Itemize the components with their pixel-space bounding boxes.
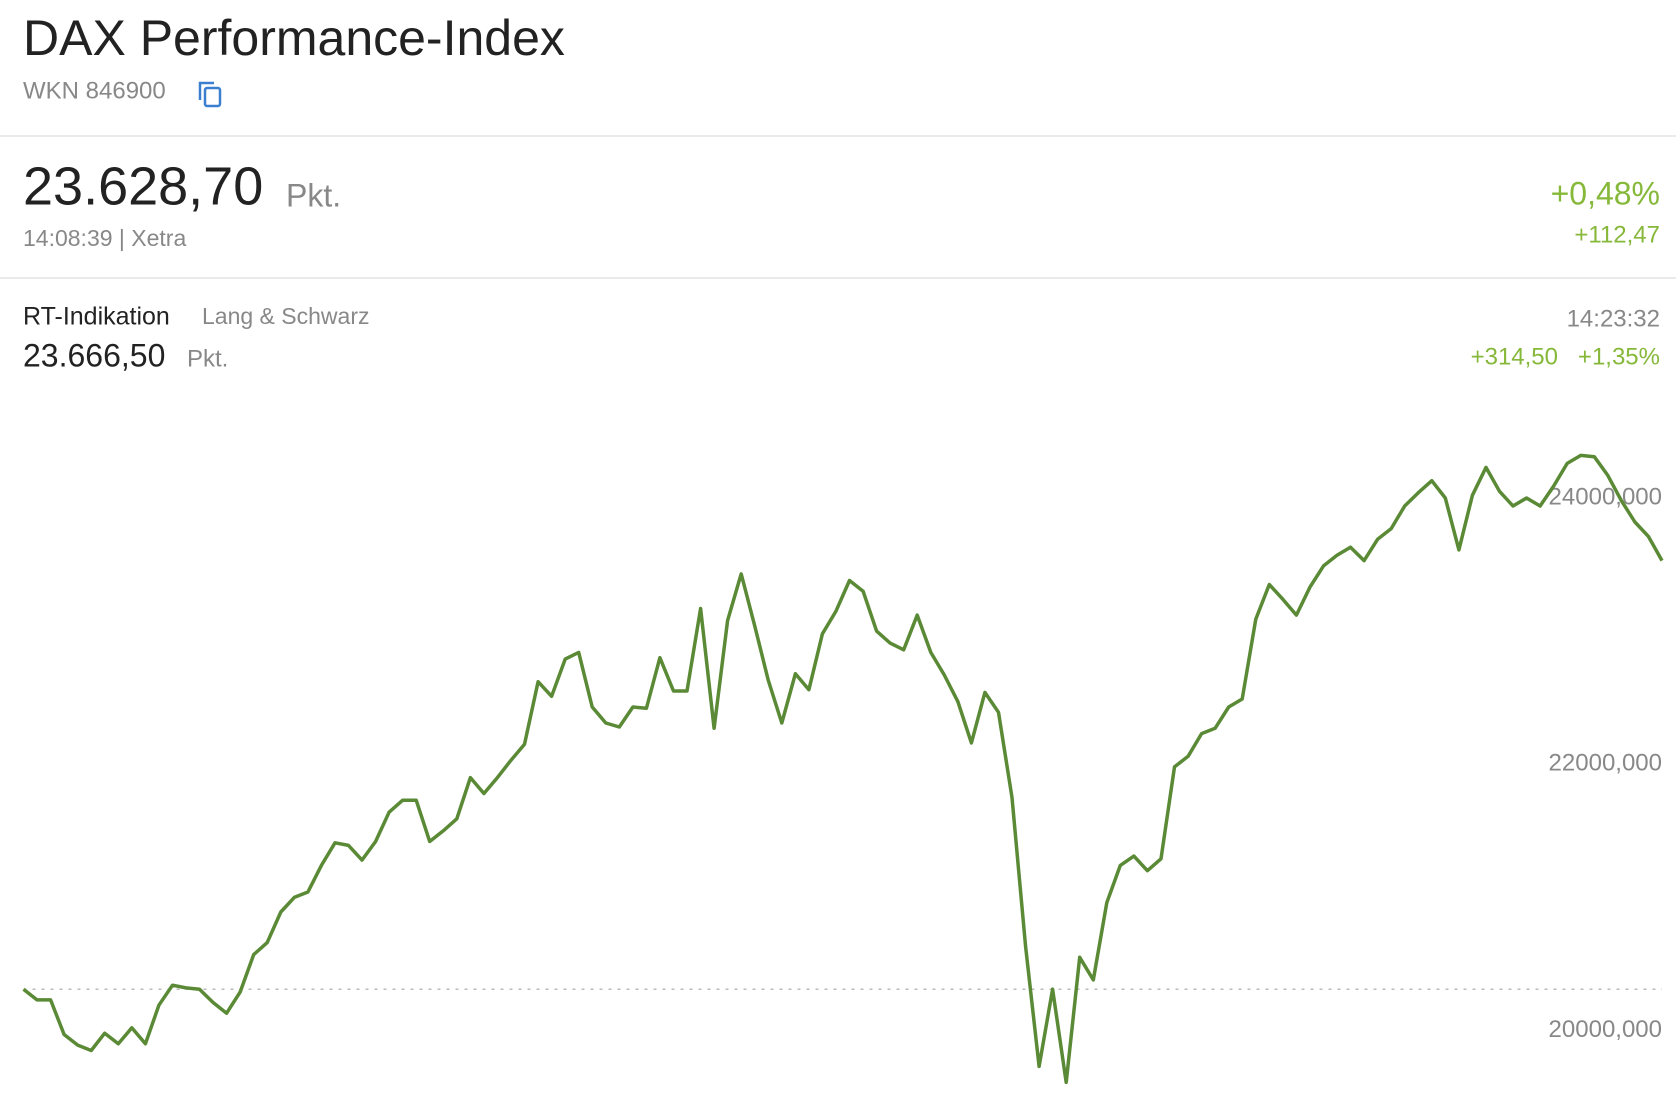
change-abs: +112,47: [1574, 221, 1660, 248]
rt-unit: Pkt.: [187, 345, 228, 372]
chart: 20000,000 22000,000 24000,000: [22, 453, 1664, 1085]
copy-icon[interactable]: [198, 81, 222, 108]
y-tick-label: 24000,000: [1549, 483, 1662, 510]
y-tick-label: 20000,000: [1549, 1016, 1662, 1043]
copy-icon-back: [198, 81, 214, 100]
change-pct: +0,48%: [1551, 175, 1660, 211]
rt-change-pct: +1,35%: [1578, 343, 1660, 370]
rt-source: Lang & Schwarz: [202, 303, 369, 329]
y-tick-label: 22000,000: [1549, 750, 1662, 777]
rt-label: RT-Indikation: [23, 303, 170, 331]
price-line: [22, 453, 1664, 1085]
time-exchange: 14:08:39 | Xetra: [23, 225, 186, 251]
title: DAX Performance-Index: [23, 10, 565, 66]
copy-icon-front: [203, 86, 222, 108]
rt-change-abs: +314,50: [1471, 343, 1558, 370]
price-unit: Pkt.: [286, 177, 341, 213]
rt-time: 14:23:32: [1567, 305, 1660, 332]
wkn: WKN 846900: [23, 77, 166, 104]
rt-price: 23.666,50: [23, 337, 165, 373]
price: 23.628,70: [23, 156, 263, 216]
